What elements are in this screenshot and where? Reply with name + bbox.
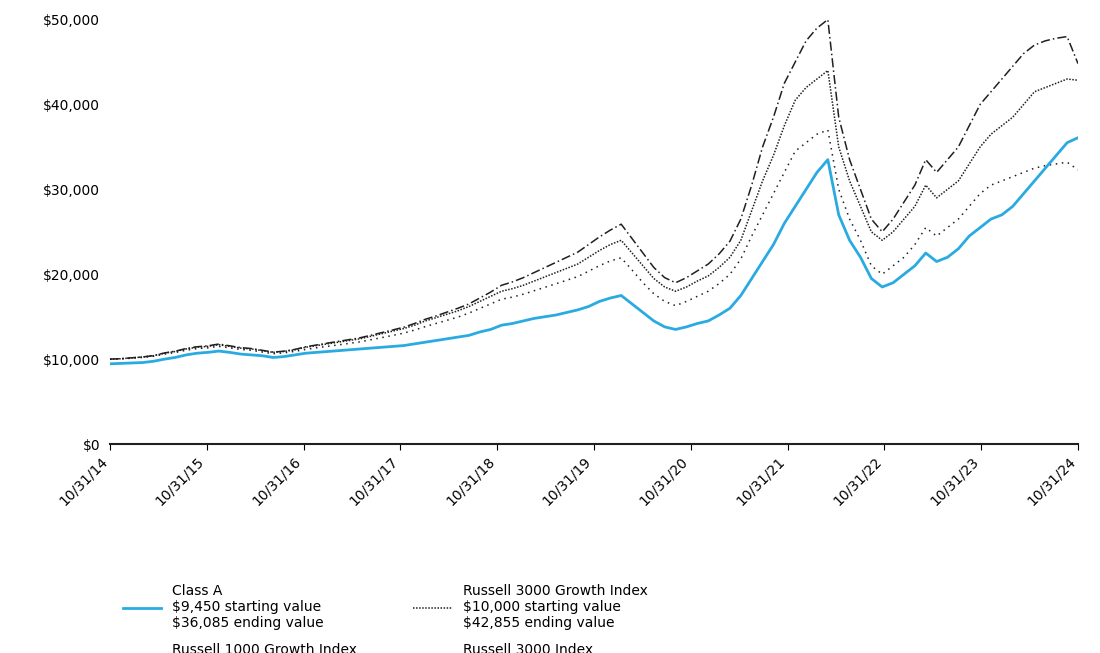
Legend: Class A
$9,450 starting value
$36,085 ending value, Russell 1000 Growth Index
$1: Class A $9,450 starting value $36,085 en… [117,579,653,653]
